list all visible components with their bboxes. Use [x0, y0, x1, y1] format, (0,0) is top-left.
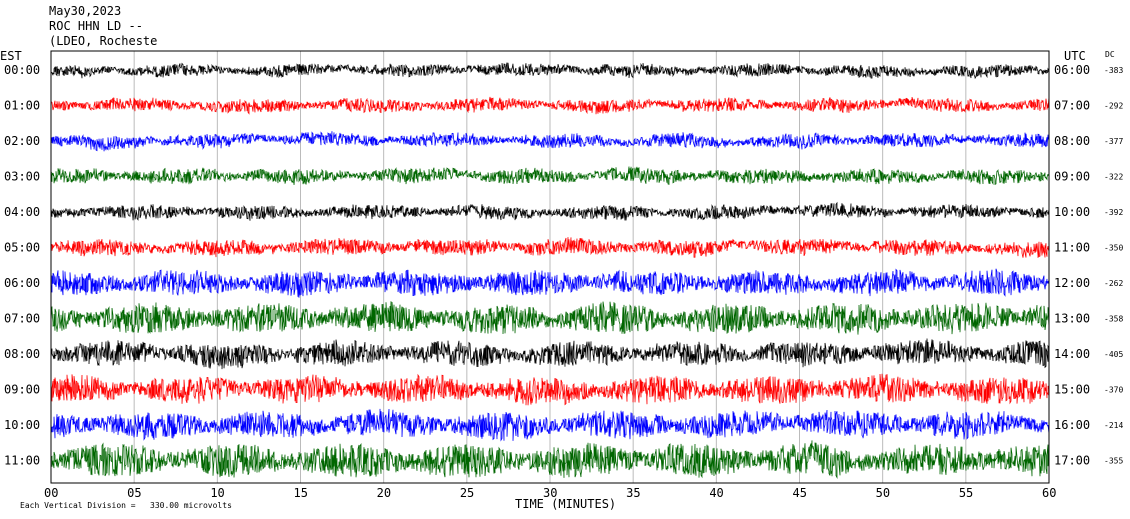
x-tick-label-60: 60: [1042, 486, 1056, 500]
est-label-0500: 05:00: [4, 241, 40, 255]
trace-1100: [50, 440, 1050, 479]
dc-value-0500: -350: [1104, 244, 1123, 253]
trace-0200: [50, 131, 1050, 152]
trace-0400: [50, 201, 1050, 221]
trace-0100: [50, 96, 1050, 115]
plot-frame: [50, 50, 1050, 484]
dc-value-0600: -262: [1104, 279, 1123, 288]
trace-0900: [50, 373, 1050, 406]
dc-value-0100: -292: [1104, 102, 1123, 111]
trace-0700: [50, 301, 1050, 335]
utc-label-0700: 07:00: [1054, 99, 1090, 113]
utc-label-1000: 10:00: [1054, 205, 1090, 219]
vertical-division-note: Each Vertical Division =: [20, 501, 136, 510]
dc-value-0300: -322: [1104, 173, 1123, 182]
x-tick-label-55: 55: [959, 486, 973, 500]
dc-value-0700: -358: [1104, 315, 1123, 324]
x-tick-label-15: 15: [294, 486, 308, 500]
dc-value-1000: -214: [1104, 421, 1123, 430]
x-tick-label-45: 45: [793, 486, 807, 500]
utc-label-1400: 14:00: [1054, 347, 1090, 361]
x-tick-label-25: 25: [460, 486, 474, 500]
est-label-0800: 08:00: [4, 347, 40, 361]
utc-label-1300: 13:00: [1054, 312, 1090, 326]
x-tick-label-50: 50: [876, 486, 890, 500]
x-tick-label-05: 05: [127, 486, 141, 500]
utc-label-1500: 15:00: [1054, 383, 1090, 397]
dc-value-0000: -383: [1104, 66, 1123, 75]
x-tick-label-35: 35: [626, 486, 640, 500]
x-axis-title: TIME (MINUTES): [515, 497, 616, 511]
est-label-0200: 02:00: [4, 134, 40, 148]
trace-0500: [50, 237, 1050, 258]
est-label-0700: 07:00: [4, 312, 40, 326]
utc-label-0800: 08:00: [1054, 134, 1090, 148]
utc-axis-title: UTC: [1064, 49, 1086, 63]
est-label-0900: 09:00: [4, 383, 40, 397]
trace-1000: [50, 408, 1050, 442]
est-label-0300: 03:00: [4, 170, 40, 184]
utc-label-1700: 17:00: [1054, 454, 1090, 468]
est-label-1000: 10:00: [4, 418, 40, 432]
dc-value-1100: -355: [1104, 457, 1123, 466]
x-tick-label-10: 10: [210, 486, 224, 500]
x-tick-label-30: 30: [543, 486, 557, 500]
est-label-0000: 00:00: [4, 63, 40, 77]
utc-label-1200: 12:00: [1054, 276, 1090, 290]
est-label-0600: 06:00: [4, 276, 40, 290]
vertical-division-value: 330.00 microvolts: [150, 501, 232, 510]
est-label-0100: 01:00: [4, 99, 40, 113]
plot-grid: [133, 51, 967, 483]
dc-column-title: DC: [1105, 50, 1115, 59]
utc-label-0900: 09:00: [1054, 170, 1090, 184]
trace-0000: [50, 62, 1050, 79]
utc-label-1600: 16:00: [1054, 418, 1090, 432]
est-axis-title: EST: [0, 49, 22, 63]
est-label-1100: 11:00: [4, 454, 40, 468]
dc-value-0800: -405: [1104, 350, 1123, 359]
utc-label-1100: 11:00: [1054, 241, 1090, 255]
utc-label-0600: 06:00: [1054, 63, 1090, 77]
x-tick-label-20: 20: [377, 486, 391, 500]
est-label-0400: 04:00: [4, 205, 40, 219]
trace-0300: [50, 166, 1050, 186]
trace-0800: [50, 338, 1050, 370]
station-label: ROC HHN LD --: [49, 19, 143, 33]
dc-value-0400: -392: [1104, 208, 1123, 217]
trace-group: [50, 62, 1050, 479]
trace-0600: [50, 268, 1050, 298]
x-tick-label-40: 40: [709, 486, 723, 500]
network-label: (LDEO, Rocheste: [49, 34, 158, 48]
date-label: May30,2023: [49, 4, 122, 18]
x-tick-label-00: 00: [44, 486, 58, 500]
dc-value-0200: -377: [1104, 137, 1123, 146]
dc-value-0900: -370: [1104, 386, 1123, 395]
